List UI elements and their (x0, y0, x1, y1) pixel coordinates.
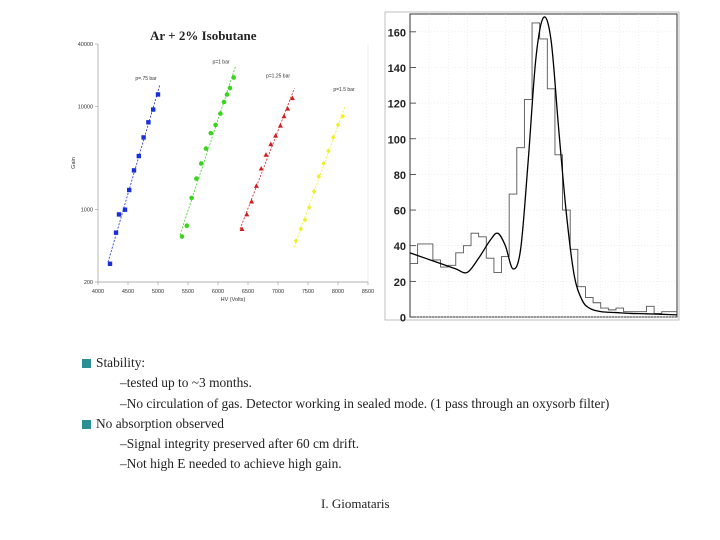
data-point (302, 217, 308, 223)
data-point (263, 152, 269, 157)
data-point (249, 198, 255, 204)
y-tick-label: 40000 (78, 42, 93, 48)
data-point (307, 204, 312, 211)
x-tick-label: 4500 (122, 289, 134, 295)
bullet-square-icon (82, 359, 91, 368)
x-tick-label: 7500 (302, 289, 314, 295)
y-tick-label: 1000 (81, 208, 93, 214)
sub-bullet-item: –Not high E needed to achieve high gain. (120, 456, 342, 472)
data-point (221, 99, 227, 105)
data-point (331, 134, 336, 141)
y-tick-label: 140 (388, 63, 406, 75)
data-point (179, 234, 185, 239)
x-tick-label: 6000 (212, 289, 224, 295)
y-tick-label: 10000 (78, 104, 93, 110)
data-point (311, 188, 317, 195)
data-point (155, 92, 161, 97)
data-point (244, 211, 250, 217)
data-point (298, 226, 303, 232)
data-point (316, 173, 321, 179)
bullet-list: Stability: –tested up to ~3 months. –No ci… (82, 353, 609, 475)
author-name: I. Giomataris (321, 496, 390, 511)
bullet-text: No absorption observed (96, 415, 224, 431)
y-axis-label: Gain (71, 157, 77, 169)
data-point (239, 226, 245, 232)
y-tick-label: 200 (84, 280, 93, 286)
y-tick-label: 40 (394, 241, 406, 253)
data-point (146, 120, 151, 125)
data-point (253, 183, 259, 188)
y-tick-label: 100 (388, 134, 406, 146)
series-annotation: p=1.5 bar (333, 87, 355, 93)
x-axis-label: HV (Volts) (221, 297, 246, 303)
data-point (184, 223, 190, 229)
x-tick-label: 5000 (152, 289, 164, 295)
data-point (335, 122, 341, 128)
series-annotation: p=1.25 bar (266, 73, 290, 79)
data-point (122, 207, 128, 212)
fit-curve (409, 16, 678, 316)
series-annotation: p=.75 bar (135, 76, 157, 82)
data-point (107, 261, 113, 266)
data-point (136, 153, 141, 159)
y-tick-label: 20 (394, 277, 406, 289)
series-annotation: p=1 bar (212, 59, 229, 65)
data-point (151, 107, 156, 112)
data-point (113, 230, 119, 235)
bullet-item: No absorption observed (82, 414, 609, 434)
data-point (194, 176, 199, 181)
y-tick-label: 60 (394, 206, 406, 218)
data-point (285, 105, 291, 111)
bullet-text: Stability: (96, 355, 146, 370)
data-point (116, 212, 122, 217)
data-point (321, 160, 326, 167)
y-tick-label: 0 (400, 313, 406, 325)
y-tick-label: 160 (388, 27, 406, 39)
data-point (340, 113, 345, 119)
data-point (326, 148, 331, 154)
sub-bullet-item: –Signal integrity preserved after 60 cm … (120, 436, 360, 452)
data-point (218, 111, 223, 116)
data-point (277, 123, 283, 128)
data-point (231, 75, 236, 80)
y-tick-label: 120 (388, 99, 406, 111)
x-tick-label: 8000 (332, 289, 344, 295)
data-point (227, 85, 233, 91)
data-point (268, 141, 274, 147)
fit-line (179, 66, 236, 236)
chart-title: Ar + 2% Isobutane (150, 28, 257, 43)
data-point (224, 92, 230, 97)
data-point (213, 122, 218, 128)
data-point (141, 135, 146, 140)
x-tick-label: 4000 (92, 289, 104, 295)
data-point (189, 195, 194, 201)
fit-line (107, 84, 161, 263)
data-point (203, 146, 209, 151)
data-point (289, 95, 295, 101)
x-tick-label: 8500 (362, 289, 374, 295)
x-tick-label: 6500 (242, 289, 254, 295)
data-point (281, 113, 287, 119)
data-point (258, 165, 264, 171)
data-point (208, 130, 214, 136)
fit-line (239, 88, 295, 230)
sub-bullet-item: –tested up to ~3 months. (120, 375, 252, 391)
sub-bullet-item: –No circulation of gas. Detector working… (120, 395, 610, 411)
data-point (293, 238, 299, 244)
data-point (273, 133, 279, 138)
y-tick-label: 80 (394, 170, 406, 182)
x-tick-label: 5500 (182, 289, 194, 295)
bullet-square-icon (82, 419, 91, 429)
data-point (131, 168, 137, 173)
x-tick-label: 7000 (272, 289, 284, 295)
bullet-item: Stability: (82, 353, 609, 373)
data-point (198, 161, 204, 166)
data-point (127, 187, 132, 193)
